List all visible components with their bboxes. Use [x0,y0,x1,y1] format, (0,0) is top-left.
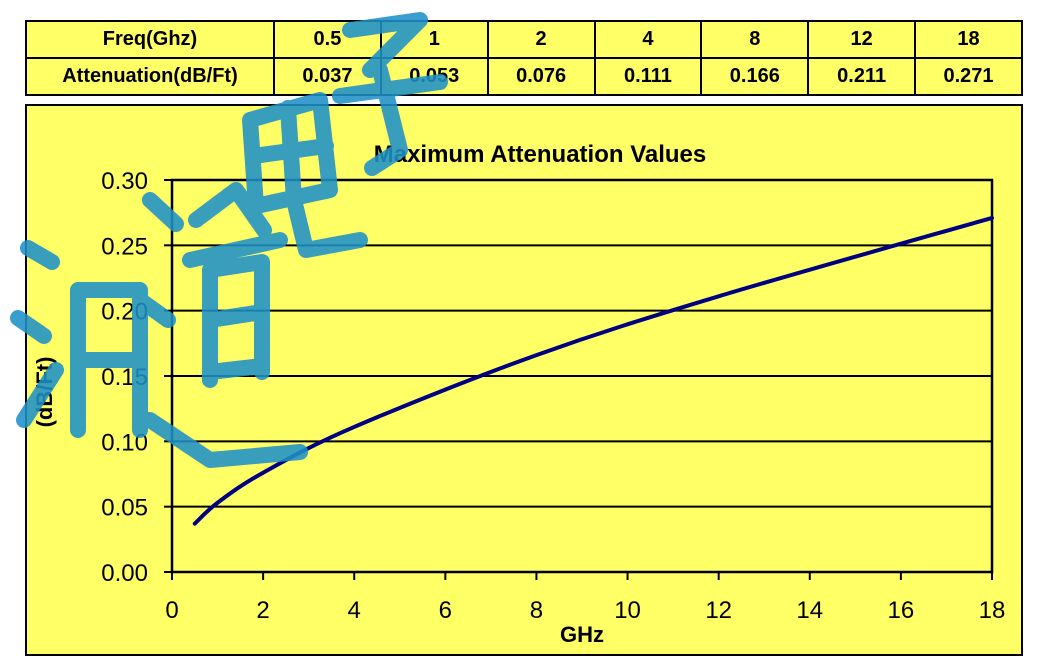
y-tick-label: 0.10 [101,429,148,456]
attenuation-cell: 0.166 [700,57,810,96]
attenuation-cell: 0.076 [486,57,596,96]
attenuation-series-line [192,215,994,526]
y-tick-label: 0.00 [101,560,148,587]
y-tick-label: 0.15 [101,364,148,391]
freq-cell: 2 [486,20,596,59]
y-tick-label: 0.25 [101,233,148,260]
x-tick-label: 4 [348,597,361,624]
freq-header: Freq(Ghz) [25,20,275,59]
x-axis-label: GHz [560,622,604,647]
x-tick-label: 14 [796,597,823,624]
freq-cell: 8 [700,20,810,59]
x-tick-label: 2 [256,597,269,624]
x-tick-label: 12 [705,597,732,624]
attenuation-cell: 0.111 [593,57,703,96]
x-tick-label: 16 [888,597,915,624]
attenuation-cell: 0.211 [807,57,917,96]
chart-title: Maximum Attenuation Values [374,141,707,168]
freq-cell: 4 [593,20,703,59]
attenuation-cell: 0.271 [914,57,1023,96]
attenuation-header: Attenuation(dB/Ft) [25,57,275,96]
x-tick-label: 18 [979,597,1006,624]
x-tick-label: 10 [614,597,641,624]
freq-cell: 18 [914,20,1023,59]
x-tick-label: 6 [439,597,452,624]
freq-cell: 12 [807,20,917,59]
y-tick-label: 0.30 [101,168,148,195]
x-tick-label: 8 [530,597,543,624]
y-axis-label: (dB/Ft) [32,357,57,428]
y-tick-label: 0.20 [101,299,148,326]
y-tick-label: 0.05 [101,495,148,522]
x-tick-label: 0 [165,597,178,624]
